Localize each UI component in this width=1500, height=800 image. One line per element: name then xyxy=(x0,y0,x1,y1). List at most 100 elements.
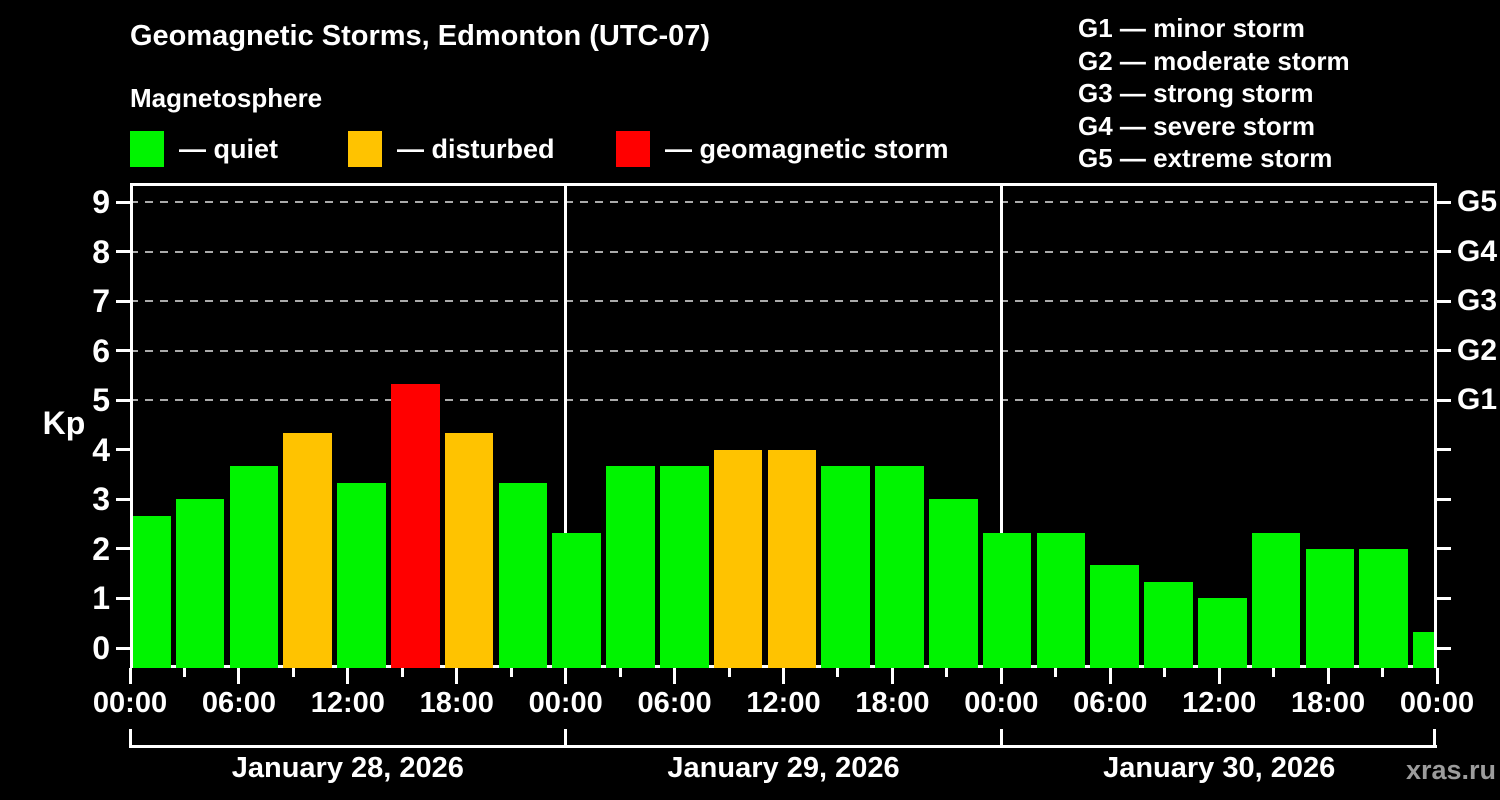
kp-bar xyxy=(229,466,279,668)
x-axis-tick xyxy=(237,668,241,684)
x-axis-minor-tick xyxy=(1163,668,1167,677)
g-legend-line-g2: G2 — moderate storm xyxy=(1078,45,1350,76)
gridline xyxy=(130,300,1437,303)
legend-item-quiet: — quiet xyxy=(130,131,278,167)
x-axis-tick-label: 00:00 xyxy=(1399,687,1475,719)
kp-bar xyxy=(875,466,924,668)
right-axis-tick xyxy=(1437,596,1451,600)
y-axis-tick xyxy=(116,349,130,353)
y-axis-tick xyxy=(116,547,130,551)
g-level-label: G5 xyxy=(1457,185,1498,218)
kp-bar xyxy=(1305,548,1355,668)
kp-bar xyxy=(1251,532,1301,668)
x-axis-tick xyxy=(1108,668,1112,684)
right-axis-tick xyxy=(1437,448,1451,452)
right-axis-tick xyxy=(1437,250,1451,254)
legend-label-quiet: — quiet xyxy=(179,133,278,164)
y-axis-tick xyxy=(116,250,130,254)
y-axis-tick-label: 9 xyxy=(92,184,110,220)
x-axis-tick-label: 18:00 xyxy=(1290,687,1366,719)
y-axis-tick-label: 1 xyxy=(92,580,110,617)
x-axis-tick xyxy=(890,668,894,684)
gridline xyxy=(130,201,1437,203)
kp-bar xyxy=(1198,598,1247,668)
day-bracket-tick xyxy=(1433,729,1436,748)
x-axis-tick-label: 00:00 xyxy=(528,687,603,719)
y-axis-tick xyxy=(116,646,130,650)
x-axis-tick-label: 06:00 xyxy=(637,687,712,719)
x-axis-minor-tick xyxy=(1054,668,1058,677)
quiet-color-swatch-icon xyxy=(130,131,164,167)
y-axis-tick xyxy=(116,299,130,303)
kp-bar xyxy=(1036,532,1086,668)
right-axis-tick xyxy=(1437,299,1451,303)
x-axis-tick xyxy=(564,668,568,684)
x-axis-tick xyxy=(455,668,459,684)
chart-subtitle: Magnetosphere xyxy=(130,83,323,113)
y-axis-tick-label: 2 xyxy=(92,530,110,567)
right-axis-tick xyxy=(1437,200,1451,204)
day-divider-line xyxy=(999,183,1003,668)
legend-label-storm: — geomagnetic storm xyxy=(665,133,949,164)
x-axis-tick-label: 12:00 xyxy=(1182,687,1257,719)
kp-bar xyxy=(821,466,870,668)
y-axis-tick-label: 8 xyxy=(92,233,110,270)
day-label: January 30, 2026 xyxy=(1103,752,1336,784)
legend-item-disturbed: — disturbed xyxy=(348,131,555,167)
y-axis-tick xyxy=(116,398,130,402)
g-level-label: G1 xyxy=(1457,383,1498,417)
y-axis-tick-label: 7 xyxy=(92,283,110,320)
gridline xyxy=(130,250,1437,253)
right-axis-tick xyxy=(1437,497,1451,501)
x-axis-tick-label: 12:00 xyxy=(746,687,821,719)
y-axis-tick-label: 0 xyxy=(92,630,110,666)
disturbed-color-swatch-icon xyxy=(348,131,382,167)
x-axis-tick-label: 12:00 xyxy=(310,687,385,719)
g-level-label: G3 xyxy=(1457,284,1498,318)
x-axis-tick xyxy=(1217,668,1221,684)
x-axis-tick xyxy=(673,668,677,684)
gridline xyxy=(130,399,1437,402)
x-axis-tick xyxy=(782,668,785,684)
x-axis-tick xyxy=(346,668,350,684)
x-axis-minor-tick xyxy=(618,668,622,677)
y-axis-tick xyxy=(116,200,130,204)
page-title: Geomagnetic Storms, Edmonton (UTC-07) xyxy=(130,20,711,52)
kp-bar xyxy=(767,449,817,668)
x-axis-minor-tick xyxy=(509,668,513,677)
legend-label-disturbed: — disturbed xyxy=(397,133,555,164)
x-axis-tick xyxy=(1326,668,1330,684)
y-axis-title: Kp xyxy=(42,405,86,441)
g-scale-legend: G1 — minor storm G2 — moderate storm G3 … xyxy=(1078,12,1350,175)
x-axis-tick-label: 06:00 xyxy=(1073,687,1148,719)
g-legend-line-g3: G3 — strong storm xyxy=(1078,78,1314,108)
kp-bar xyxy=(283,433,332,668)
x-axis-minor-tick xyxy=(1272,668,1276,677)
kp-bar xyxy=(1090,565,1139,668)
day-bracket-line xyxy=(130,745,1437,748)
day-label: January 28, 2026 xyxy=(231,752,464,784)
x-axis-tick xyxy=(1435,668,1439,684)
kp-bar xyxy=(552,532,601,668)
x-axis-minor-tick xyxy=(1381,668,1385,677)
kp-bar xyxy=(1144,582,1193,668)
kp-bar xyxy=(606,466,655,668)
right-axis-tick xyxy=(1437,349,1451,353)
y-axis-tick xyxy=(116,596,130,600)
x-axis-tick-label: 18:00 xyxy=(419,687,494,719)
g-legend-line-g5: G5 — extreme storm xyxy=(1078,143,1333,173)
kp-bar xyxy=(660,466,709,668)
xras-watermark: xras.ru xyxy=(1405,755,1496,785)
x-axis-minor-tick xyxy=(291,668,295,677)
day-bracket-tick xyxy=(999,729,1003,748)
legend-item-storm: — geomagnetic storm xyxy=(616,131,949,167)
plot-area xyxy=(130,183,1437,668)
storm-color-swatch-icon xyxy=(616,131,650,167)
kp-bar xyxy=(713,449,763,668)
g-level-label: G2 xyxy=(1457,333,1498,367)
right-axis-tick xyxy=(1437,547,1451,551)
right-axis-tick xyxy=(1437,646,1451,650)
kp-bar xyxy=(1413,631,1437,668)
x-axis-tick xyxy=(999,668,1003,684)
y-axis-tick-label: 6 xyxy=(92,332,110,369)
